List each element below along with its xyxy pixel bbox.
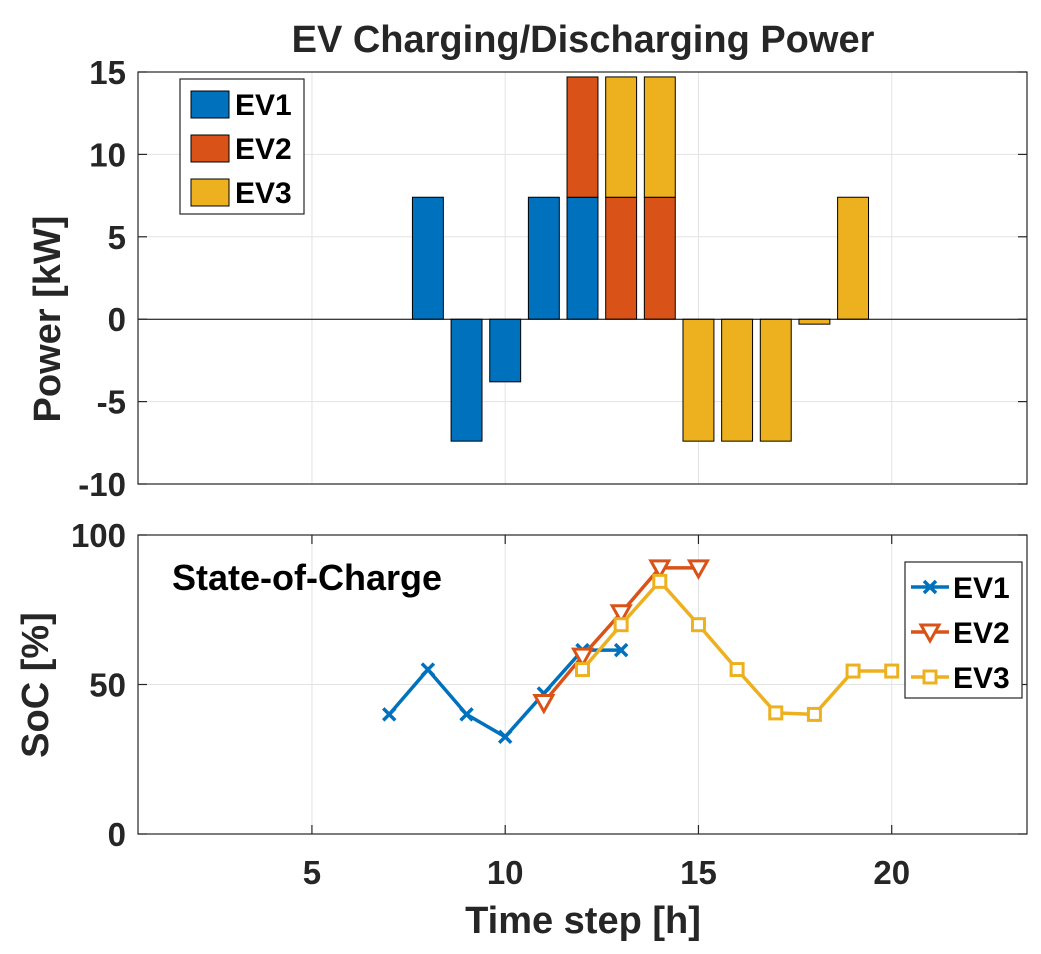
power-y-tick-label: 10 <box>89 136 126 173</box>
soc-legend-marker-ev3 <box>922 669 938 685</box>
soc-point-ev3-t15 <box>690 617 706 633</box>
soc-point-ev2-t12 <box>570 647 595 669</box>
x-tick-label: 10 <box>487 854 524 891</box>
x-tick-label: 15 <box>680 854 717 891</box>
power-legend-swatch-ev3 <box>190 178 230 207</box>
soc-point-ev1-t9 <box>459 707 474 722</box>
soc-point-ev1-t10 <box>497 729 513 745</box>
power-y-axis-label: Power [kW] <box>27 216 69 423</box>
bar-ev3-t17 <box>759 318 792 442</box>
chart-title: EV Charging/Discharging Power <box>292 19 875 61</box>
soc-point-ev3-t13 <box>613 617 629 633</box>
soc-point-ev1-t7 <box>382 707 397 722</box>
bar-ev1-t10 <box>489 318 522 383</box>
bar-ev3-t15 <box>682 318 715 442</box>
soc-annotation: State-of-Charge <box>172 557 442 598</box>
soc-point-ev2-t11 <box>532 693 556 715</box>
bar-ev1-t8 <box>411 196 444 320</box>
power-legend-label-ev2: EV2 <box>235 133 292 166</box>
soc-point-ev3-t18 <box>806 706 822 722</box>
power-legend-swatch-ev2 <box>190 134 230 163</box>
soc-legend-marker-ev1 <box>922 579 938 595</box>
x-axis-label: Time step [h] <box>465 900 701 942</box>
soc-legend-label-ev2: EV2 <box>953 617 1010 650</box>
soc-point-ev3-t20 <box>884 663 900 679</box>
bar-ev1-t9 <box>450 318 483 442</box>
soc-point-ev1-t13 <box>613 642 629 658</box>
soc-chart: 100 50 0 5 10 15 20 State-of-Charge SoC [%] T… <box>15 517 1028 942</box>
soc-x-ticks: 5 10 15 20 <box>303 535 910 891</box>
soc-y-tick-label: 50 <box>89 667 126 704</box>
soc-legend-label-ev3: EV3 <box>953 662 1010 695</box>
power-bars <box>411 76 870 442</box>
bar-ev3-t16 <box>721 318 754 442</box>
x-tick-label: 20 <box>873 854 910 891</box>
soc-point-ev2-t13 <box>609 604 633 625</box>
power-y-ticks: 15 10 5 0 -5 -10 <box>78 54 1027 503</box>
soc-lines <box>382 559 900 745</box>
bar-ev2-t13 <box>605 196 638 320</box>
soc-y-tick-label: 0 <box>108 816 126 853</box>
power-chart: 15 10 5 0 -5 -10 EV Charging/Discharging Powe… <box>27 19 1028 503</box>
power-axes-box <box>137 71 1028 485</box>
soc-point-ev3-t17 <box>768 705 784 721</box>
soc-point-ev2-t14 <box>648 559 672 580</box>
soc-point-ev3-t19 <box>845 663 861 679</box>
bar-ev3-t14 <box>643 76 676 198</box>
soc-point-ev3-t14 <box>652 573 668 589</box>
soc-y-ticks: 100 50 0 <box>71 517 1027 853</box>
x-tick-label: 5 <box>303 854 321 891</box>
power-y-tick-label: 5 <box>108 219 126 256</box>
power-y-tick-label: 15 <box>89 54 126 91</box>
power-legend-label-ev3: EV3 <box>235 177 292 210</box>
soc-point-ev1-t8 <box>420 662 436 677</box>
power-legend: EV1 EV2 EV3 <box>179 78 305 215</box>
power-y-tick-label: 0 <box>108 301 126 338</box>
soc-y-axis-label: SoC [%] <box>15 612 57 758</box>
soc-legend-label-ev1: EV1 <box>953 572 1010 605</box>
bar-ev2-t14 <box>643 196 676 320</box>
power-y-tick-label: -5 <box>97 384 126 421</box>
soc-point-ev2-t15 <box>686 559 711 580</box>
soc-point-ev3-t12 <box>575 662 590 678</box>
bar-ev1-t12 <box>566 196 599 320</box>
bar-ev3-t13 <box>605 76 638 198</box>
bar-ev2-t12 <box>566 76 599 198</box>
power-legend-label-ev1: EV1 <box>235 89 292 122</box>
soc-legend: EV1 EV2 EV3 <box>904 561 1023 699</box>
bar-ev1-t11 <box>527 196 560 320</box>
soc-legend-marker-ev2 <box>918 623 942 645</box>
soc-point-ev3-t16 <box>729 662 745 678</box>
soc-y-tick-label: 100 <box>71 517 126 554</box>
power-y-tick-label: -10 <box>78 466 126 503</box>
bar-ev3-t18 <box>798 318 831 325</box>
power-legend-swatch-ev1 <box>190 90 230 119</box>
bar-ev3-t19 <box>837 196 870 320</box>
